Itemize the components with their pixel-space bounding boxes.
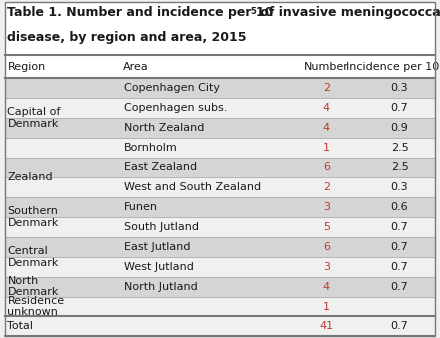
Text: Incidence per 10: Incidence per 10 (345, 62, 439, 72)
Text: 0.7: 0.7 (391, 103, 408, 113)
Text: Bornholm: Bornholm (124, 143, 178, 152)
Text: Funen: Funen (124, 202, 158, 212)
Text: Zealand: Zealand (7, 172, 53, 183)
Text: 2: 2 (323, 83, 330, 93)
Bar (5, 197, 435, 217)
Text: North Zealand: North Zealand (124, 123, 204, 133)
Text: 4: 4 (323, 282, 330, 292)
Text: 0.7: 0.7 (391, 222, 408, 232)
Text: of invasive meningococcal: of invasive meningococcal (256, 6, 440, 19)
Text: South Jutland: South Jutland (124, 222, 199, 232)
Text: North
Denmark: North Denmark (7, 276, 59, 297)
Text: Region: Region (7, 62, 46, 72)
Text: Southern
Denmark: Southern Denmark (7, 206, 59, 228)
Bar (5, 138, 435, 158)
Text: East Jutland: East Jutland (124, 242, 191, 252)
Text: Copenhagen City: Copenhagen City (124, 83, 220, 93)
Text: 41: 41 (319, 321, 334, 331)
Bar (5, 158, 435, 177)
Text: Table 1. Number and incidence per 10: Table 1. Number and incidence per 10 (7, 6, 274, 19)
Text: 0.7: 0.7 (391, 262, 408, 272)
Bar (5, 296, 435, 316)
Text: 3: 3 (323, 262, 330, 272)
Text: Residence
unknown: Residence unknown (7, 296, 65, 317)
Bar (5, 118, 435, 138)
Text: 5: 5 (323, 222, 330, 232)
Text: West Jutland: West Jutland (124, 262, 194, 272)
Bar (5, 2, 435, 55)
Text: 0.7: 0.7 (391, 282, 408, 292)
Text: Capital of
Denmark: Capital of Denmark (7, 107, 61, 128)
Bar (5, 177, 435, 197)
Text: West and South Zealand: West and South Zealand (124, 182, 261, 192)
Bar (5, 237, 435, 257)
Text: Total: Total (7, 321, 33, 331)
Text: 5: 5 (250, 7, 256, 16)
Text: Number: Number (304, 62, 349, 72)
Text: East Zealand: East Zealand (124, 163, 197, 172)
Text: North Jutland: North Jutland (124, 282, 198, 292)
Bar (5, 217, 435, 237)
Text: Central
Denmark: Central Denmark (7, 246, 59, 268)
Text: 2.5: 2.5 (391, 163, 408, 172)
Bar (5, 55, 435, 78)
Text: 6: 6 (323, 163, 330, 172)
Text: 2.5: 2.5 (391, 143, 408, 152)
Text: 1: 1 (323, 143, 330, 152)
Text: 0.7: 0.7 (391, 242, 408, 252)
Bar (5, 98, 435, 118)
Text: 0.3: 0.3 (391, 83, 408, 93)
Bar (5, 257, 435, 277)
Bar (5, 316, 435, 336)
Text: Area: Area (123, 62, 148, 72)
Text: 4: 4 (323, 123, 330, 133)
Text: 0.7: 0.7 (391, 321, 408, 331)
Text: 1: 1 (323, 301, 330, 312)
Text: 2: 2 (323, 182, 330, 192)
Text: 0.9: 0.9 (391, 123, 408, 133)
Text: 0.3: 0.3 (391, 182, 408, 192)
Text: 0.6: 0.6 (391, 202, 408, 212)
Text: 3: 3 (323, 202, 330, 212)
Text: disease, by region and area, 2015: disease, by region and area, 2015 (7, 31, 247, 44)
Bar (5, 78, 435, 98)
Text: 6: 6 (323, 242, 330, 252)
Text: Copenhagen subs.: Copenhagen subs. (124, 103, 227, 113)
Text: 4: 4 (323, 103, 330, 113)
Bar (5, 277, 435, 296)
